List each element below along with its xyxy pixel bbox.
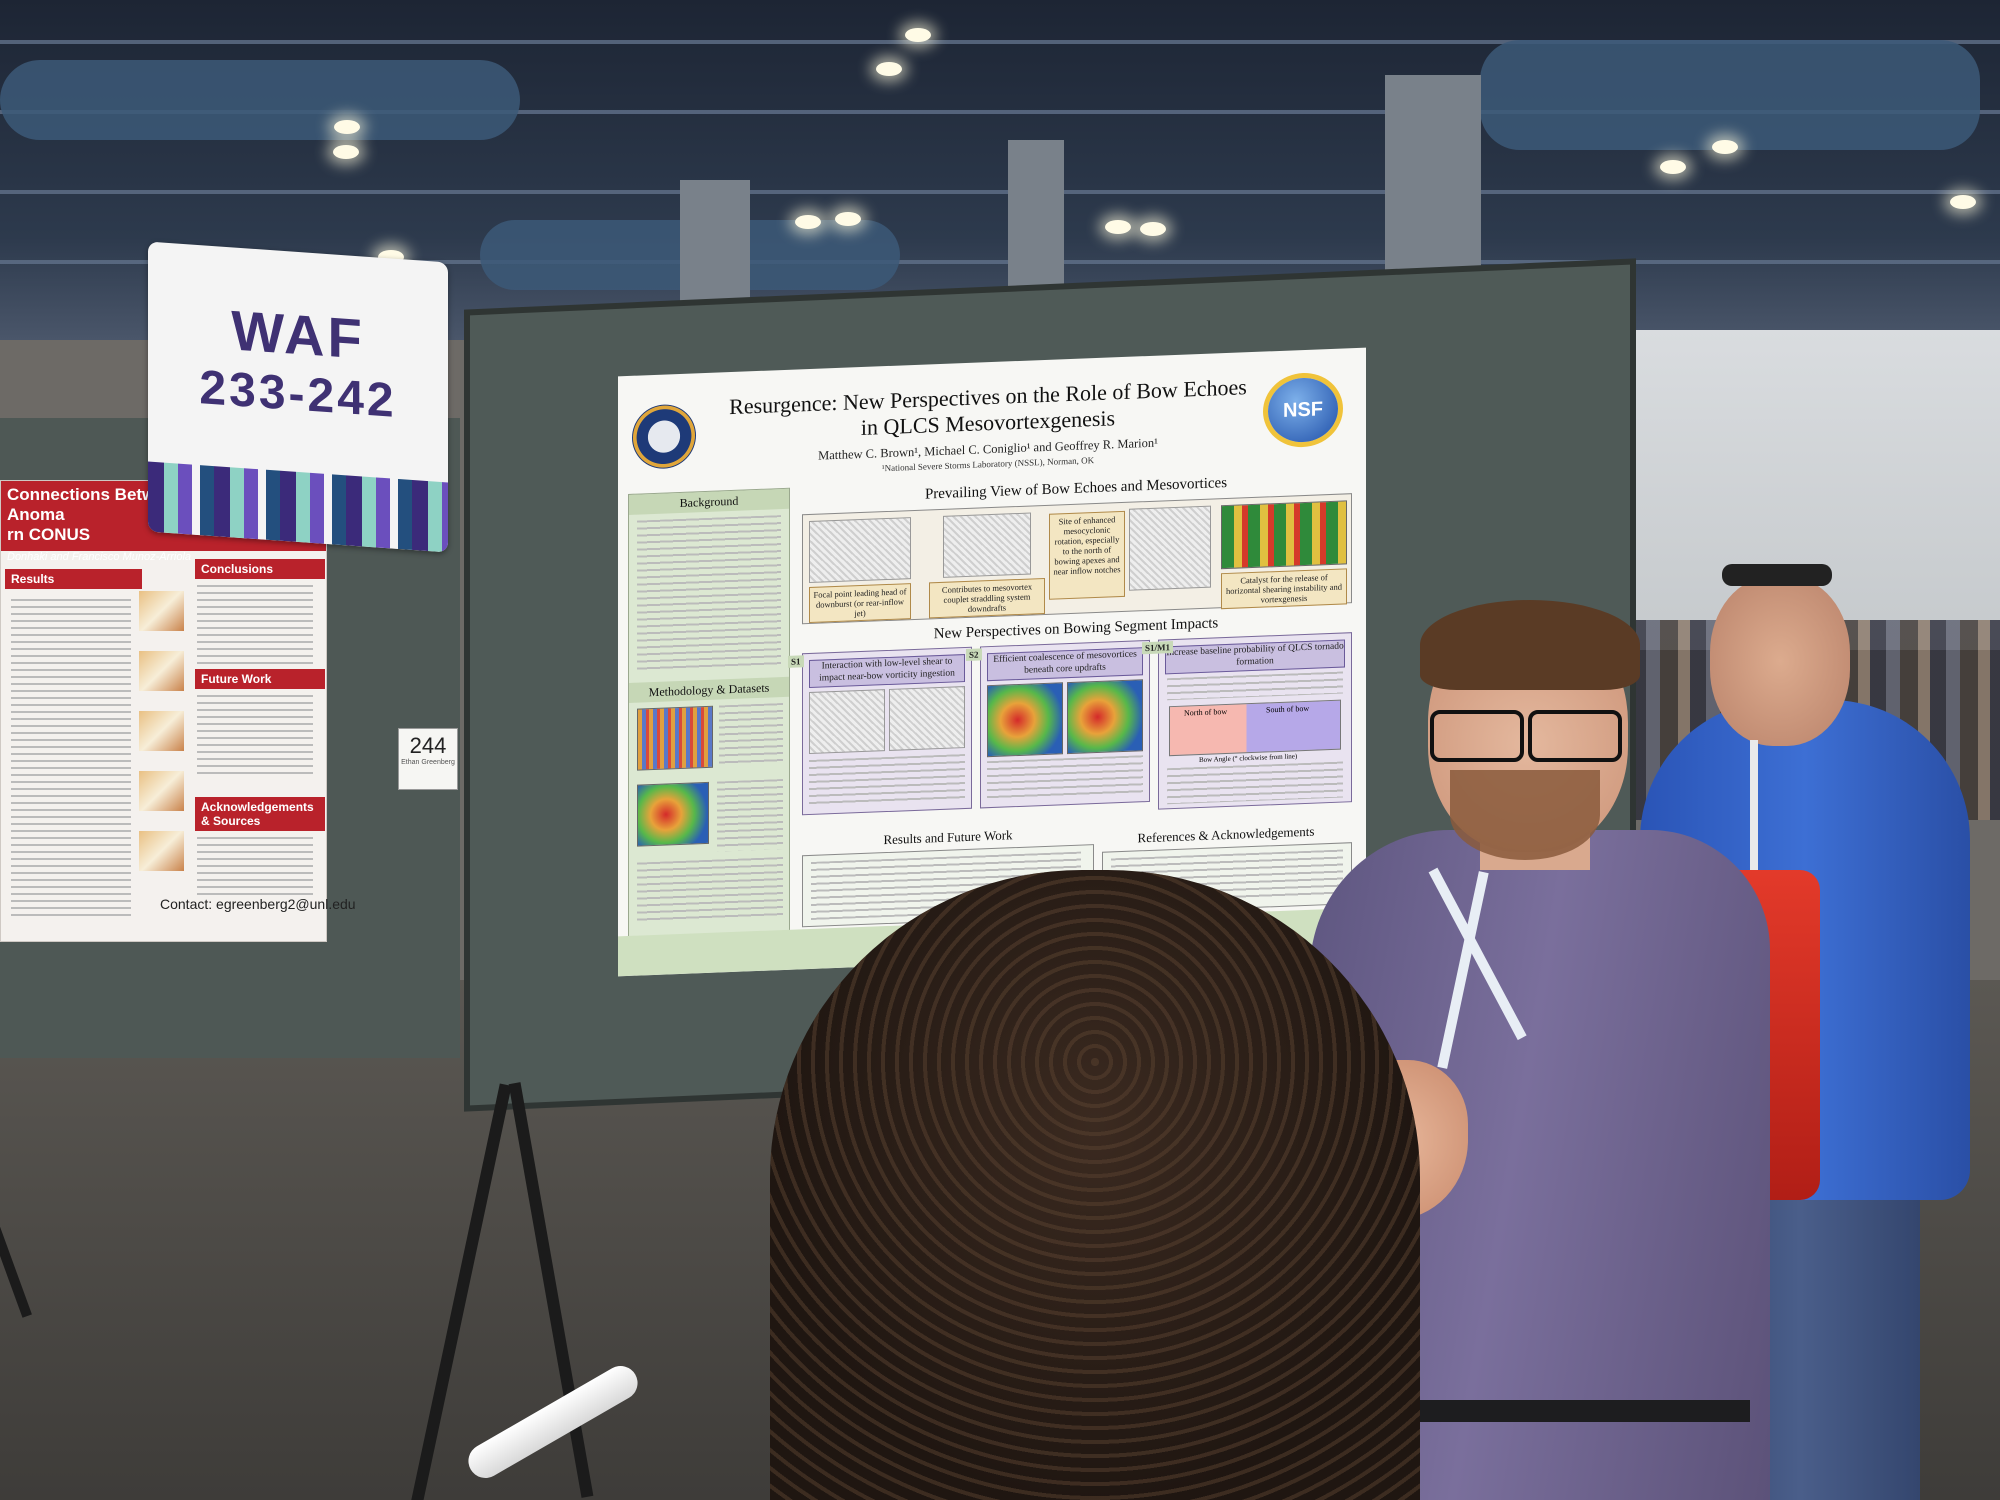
impact-2-tag: S2 [966,648,982,661]
left-poster: Connections Between Precipitation Anoma … [0,480,327,942]
truss-beam [0,190,2000,194]
left-heatmap [139,651,184,691]
left-poster-title-line2: rn CONUS [7,525,91,544]
ceiling-light [876,62,902,76]
attendee-head [1710,576,1850,746]
impact-text [987,755,1143,802]
nsf-logo: NSF [1258,368,1348,451]
impact-1-tag: S1 [788,655,804,668]
ceiling-light [795,215,821,229]
belt [1420,1400,1750,1422]
sunglasses-icon [1722,564,1832,586]
pillar [1385,75,1481,305]
left-heatmap [139,771,184,811]
nssl-logo-icon [632,403,696,470]
left-text-block [197,585,313,675]
shear-diagram [809,689,885,755]
prevailing-label-1: Focal point leading head of downburst (o… [809,583,911,624]
glasses-lens [1528,710,1622,762]
hair-curls [770,870,1420,1500]
przybylinski-sketch [1129,505,1211,591]
impact-text [809,754,965,809]
ceiling-light [1712,140,1738,154]
background-text [637,515,781,671]
left-heatmap [139,711,184,751]
left-chart-lines [11,599,131,919]
left-text-block [197,695,313,775]
radar-image [1067,679,1143,755]
impact-1-heading: Interaction with low-level shear to impa… [809,654,965,689]
prevailing-panel: Focal point leading head of downburst (o… [802,493,1352,625]
left-heatmap [139,831,184,871]
ceiling-light [334,120,360,134]
shear-diagram [889,686,965,751]
presenter-beard [1450,770,1600,860]
left-section-results: Results [5,569,142,589]
poster-number: 244 [409,733,447,758]
ceiling-light [905,28,931,42]
left-poster-contact: Contact: egreenberg2@unl.edu [160,896,356,912]
glasses-icon [1410,710,1630,762]
presenter-hair [1420,600,1640,690]
left-poster-authors: Donhaki and Francisco Munoz-Arriola [7,551,192,563]
impact-panel-2: Efficient coalescence of mesovortices be… [980,639,1150,809]
left-section-acknowledgements: Acknowledgements & Sources [195,797,325,831]
ceiling-light [1105,220,1131,234]
lanyard [1750,740,1758,910]
left-section-future-work: Future Work [195,669,325,689]
presenter-name-tag: Ethan Greenberg [401,759,455,766]
impact-3-tag: S1/M1 [1142,641,1174,655]
ceiling-light [333,145,359,159]
radar-image [987,682,1063,758]
presenter [1310,600,1790,1500]
waf-sign: WAF 233-242 [148,241,448,553]
section-background: Background [629,488,789,515]
ceiling-light [1950,195,1976,209]
dataset-text [637,857,783,923]
air-duct [0,60,520,140]
impact-2-heading: Efficient coalescence of mesovortices be… [987,647,1143,682]
left-heatmap [139,591,184,631]
plot-label-north: North of bow [1184,706,1228,718]
prevailing-label-2: Contributes to mesovortex couplet stradd… [929,577,1045,619]
left-section-conclusions: Conclusions [195,559,325,579]
left-column: Background Methodology & Datasets [628,487,790,938]
left-text-block [197,837,313,897]
glasses-lens [1430,710,1524,762]
ceiling-light [835,212,861,226]
dataset-text [717,779,783,852]
dataset-text [719,703,783,766]
truss-beam [0,40,2000,44]
impact-panel-1: Interaction with low-level shear to impa… [802,646,972,816]
air-duct [1480,40,1980,150]
dataset-image [637,705,713,771]
nsf-logo-icon: NSF [1268,376,1338,444]
fujita-sketch [809,517,911,584]
truss-beam [0,260,2000,264]
tornado-sketch [943,512,1031,578]
section-methodology: Methodology & Datasets [629,676,789,703]
ceiling-light [1660,160,1686,174]
dataset-radar-image [637,781,709,847]
prevailing-label-3: Site of enhanced mesocyclonic rotation, … [1049,510,1125,600]
trapp-radar-images [1221,500,1347,570]
poster-number-tag: 244 Ethan Greenberg [398,728,458,790]
plot-label-south: South of bow [1266,703,1310,715]
ceiling-light [1140,222,1166,236]
truss-beam [0,110,2000,114]
